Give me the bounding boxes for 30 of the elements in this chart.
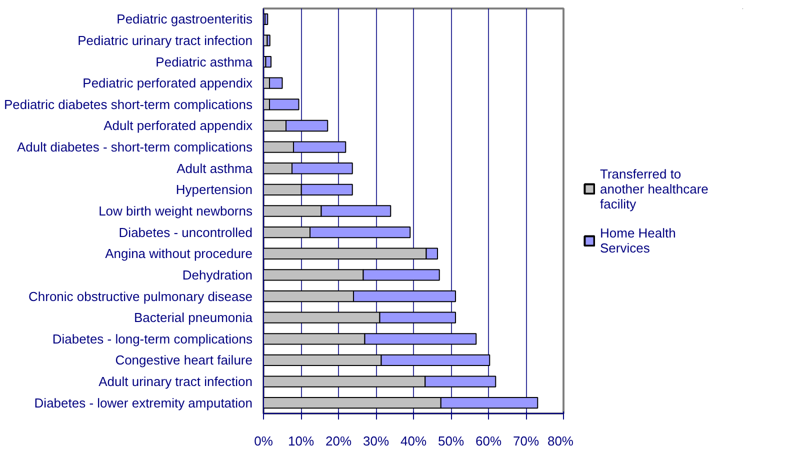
legend-label: Home Health Services (600, 225, 676, 255)
y-tick-label: Adult urinary tract infection (98, 374, 252, 390)
y-tick-label: Pediatric gastroenteritis (116, 12, 253, 27)
y-tick-label: Diabetes - long-term complications (52, 331, 253, 346)
x-tick-label: 0% (254, 434, 274, 448)
y-tick-label: Pediatric urinary tract infection (78, 32, 253, 48)
y-tick-label: Pediatric perforated appendix (82, 76, 253, 91)
x-tick-label: 30% (362, 434, 390, 448)
y-tick-label: Pediatric diabetes short-term complications (4, 96, 253, 112)
x-tick-label: 70% (512, 434, 540, 448)
y-tick-label: Chronic obstructive pulmonary disease (28, 288, 253, 304)
y-tick-label: Dehydration (182, 267, 253, 282)
legend-label: Transferred to another healthcare facility (600, 166, 708, 211)
x-tick-label: 50% (438, 434, 464, 448)
y-tick-label: Diabetes - lower extremity amputation (34, 395, 252, 410)
y-tick-label: Low birth weight newborns (98, 204, 253, 218)
y-tick-label: Bacterial pneumonia (134, 310, 254, 326)
y-tick-label: Adult perforated appendix (104, 118, 253, 134)
y-tick-label: Hypertension (176, 182, 253, 198)
y-tick-label: Adult asthma (176, 160, 254, 176)
x-tick-label: 10% (288, 434, 314, 448)
x-tick-label: 40% (400, 434, 427, 448)
x-tick-label: 60% (475, 434, 502, 448)
y-tick-label: Congestive heart failure (115, 352, 253, 368)
y-tick-label: Diabetes - uncontrolled (118, 224, 253, 240)
x-tick-label: 20% (325, 434, 352, 448)
y-tick-label: Adult diabetes - short-term complications (16, 140, 253, 155)
y-tick-label: Pediatric asthma (156, 54, 254, 70)
x-tick-label: 80% (547, 434, 574, 448)
y-tick-label: Angina without procedure (105, 246, 253, 262)
